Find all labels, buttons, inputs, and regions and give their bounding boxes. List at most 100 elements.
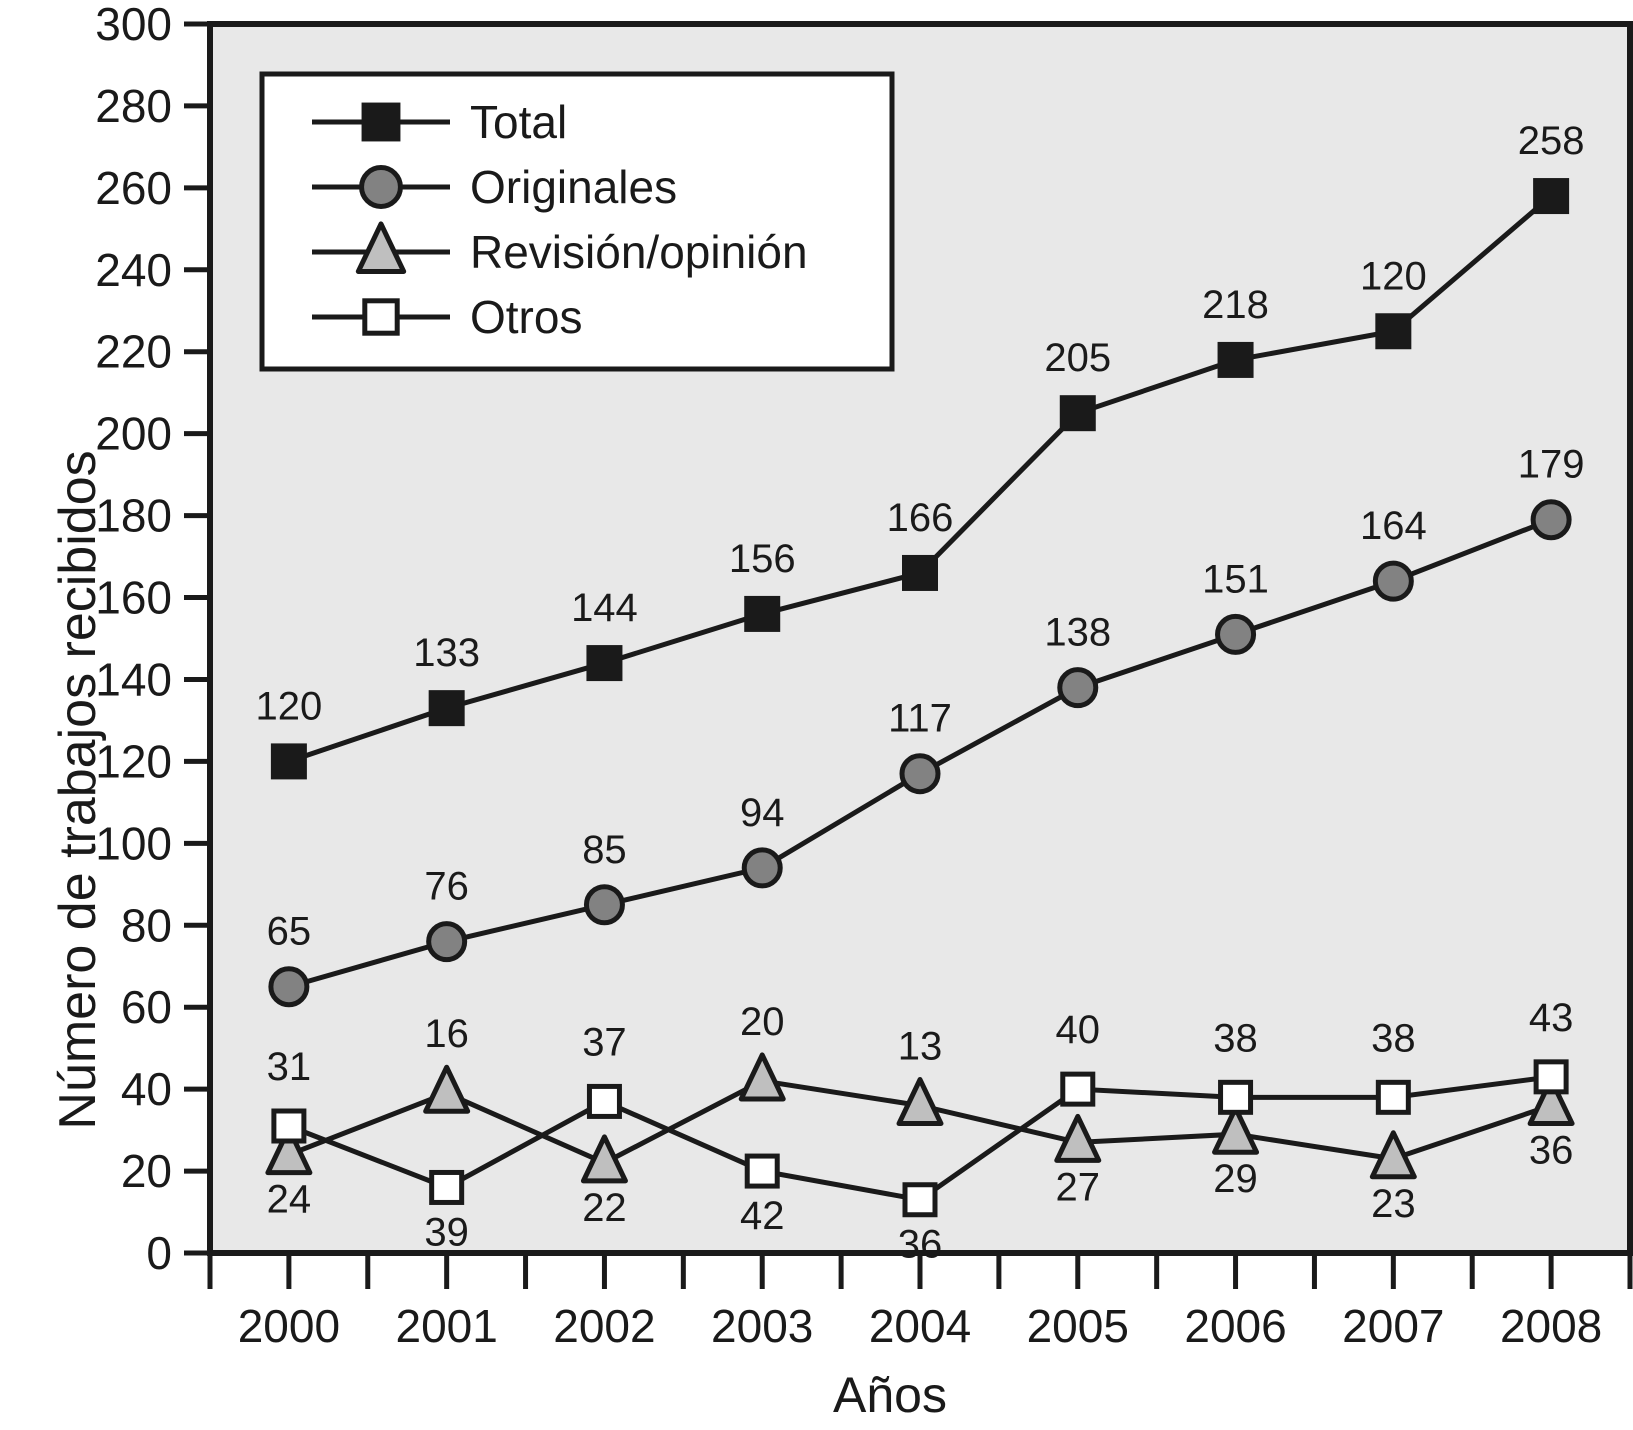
x-tick-label: 2000 [238,1300,340,1352]
data-point-label: 31 [267,1045,312,1089]
data-point-label: 94 [740,791,785,835]
data-point-label: 65 [267,910,312,954]
x-tick-label: 2005 [1027,1300,1129,1352]
x-tick-label: 2006 [1184,1300,1286,1352]
otros-open-square-marker [362,298,400,336]
data-point-label: 37 [582,1020,627,1064]
otros-open-square-marker [1533,1059,1569,1095]
total-square-marker [902,554,938,591]
otros-open-square-marker [744,1153,780,1189]
data-point-label: 36 [898,1223,943,1267]
y-tick-label: 200 [95,408,172,460]
data-point-label: 164 [1360,504,1427,548]
originales-circle-marker [426,921,468,963]
otros-open-square-marker [586,1083,622,1119]
data-point-label: 76 [424,865,469,909]
total-square-marker [270,743,307,780]
total-square-marker [1217,341,1254,378]
originales-circle-marker [1372,560,1414,602]
data-point-label: 24 [267,1178,312,1222]
originales-circle-marker [1215,613,1257,655]
y-tick-label: 120 [95,735,172,787]
y-tick-label: 140 [95,653,172,705]
y-tick-label: 40 [121,1063,172,1115]
originales-circle-marker [268,966,310,1008]
data-point-label: 39 [424,1210,469,1254]
total-square-marker [361,102,401,142]
x-tick-label: 2008 [1500,1300,1602,1352]
y-tick-label: 260 [95,162,172,214]
data-point-label: 120 [1360,254,1427,298]
y-tick-label: 0 [146,1227,172,1279]
data-point-label: 205 [1044,336,1111,380]
y-tick-label: 220 [95,326,172,378]
total-square-marker [1375,313,1412,350]
originales-circle-marker [741,847,783,889]
legend-label: Otros [470,291,582,343]
data-point-label: 43 [1529,996,1574,1040]
x-tick-label: 2002 [553,1300,655,1352]
y-tick-label: 240 [95,244,172,296]
x-tick-label: 2001 [395,1300,497,1352]
legend-label: Total [470,96,567,148]
originales-circle-marker [1057,667,1099,709]
data-point-label: 20 [740,1000,785,1044]
data-point-label: 29 [1213,1157,1258,1201]
data-point-label: 166 [887,496,954,540]
x-tick-label: 2003 [711,1300,813,1352]
originales-circle-marker [1530,499,1572,541]
revision-triangle-marker [1369,1130,1417,1180]
data-point-label: 85 [582,828,627,872]
data-point-label: 42 [740,1194,785,1238]
total-square-marker [1533,178,1570,215]
revision-triangle-marker [738,1052,786,1102]
x-axis-title: Años [833,1367,947,1423]
data-point-label: 16 [424,1012,469,1056]
data-point-label: 38 [1371,1016,1416,1060]
revision-triangle-marker [1054,1113,1102,1163]
total-square-marker [586,645,623,682]
originales-circle-marker [899,753,941,795]
y-tick-label: 300 [95,0,172,50]
data-point-label: 218 [1202,283,1269,327]
otros-open-square-marker [902,1182,938,1218]
x-tick-label: 2007 [1342,1300,1444,1352]
revision-triangle-marker [1527,1077,1575,1127]
otros-open-square-marker [1218,1079,1254,1115]
originales-circle-marker [583,884,625,926]
y-tick-label: 20 [121,1145,172,1197]
data-point-label: 23 [1371,1182,1416,1226]
revision-triangle-marker [1212,1105,1260,1155]
x-tick-label: 2004 [869,1300,971,1352]
total-square-marker [1059,395,1096,432]
y-axis-title: Número de trabajos recibidos [49,450,107,1129]
y-tick-label: 60 [121,981,172,1033]
legend-label: Revisión/opinión [470,226,808,278]
otros-open-square-marker [271,1108,307,1144]
data-point-label: 38 [1213,1016,1258,1060]
data-point-label: 156 [729,537,796,581]
legend-label: Originales [470,161,677,213]
originales-circle-marker [359,165,403,209]
data-point-label: 258 [1518,119,1585,163]
data-point-label: 40 [1056,1008,1101,1052]
y-tick-label: 160 [95,572,172,624]
data-point-label: 138 [1044,611,1111,655]
revision-triangle-marker [580,1134,628,1184]
data-point-label: 13 [898,1025,943,1069]
data-point-label: 117 [888,697,952,741]
y-tick-label: 80 [121,899,172,951]
data-point-label: 179 [1518,443,1585,487]
otros-open-square-marker [1375,1079,1411,1115]
data-point-label: 36 [1529,1129,1574,1173]
data-point-label: 151 [1202,557,1269,601]
y-tick-label: 280 [95,80,172,132]
revision-triangle-marker [265,1126,313,1176]
total-square-marker [744,595,781,632]
y-tick-label: 100 [95,817,172,869]
revision-triangle-marker [896,1077,944,1127]
y-tick-label: 180 [95,490,172,542]
otros-open-square-marker [1060,1071,1096,1107]
